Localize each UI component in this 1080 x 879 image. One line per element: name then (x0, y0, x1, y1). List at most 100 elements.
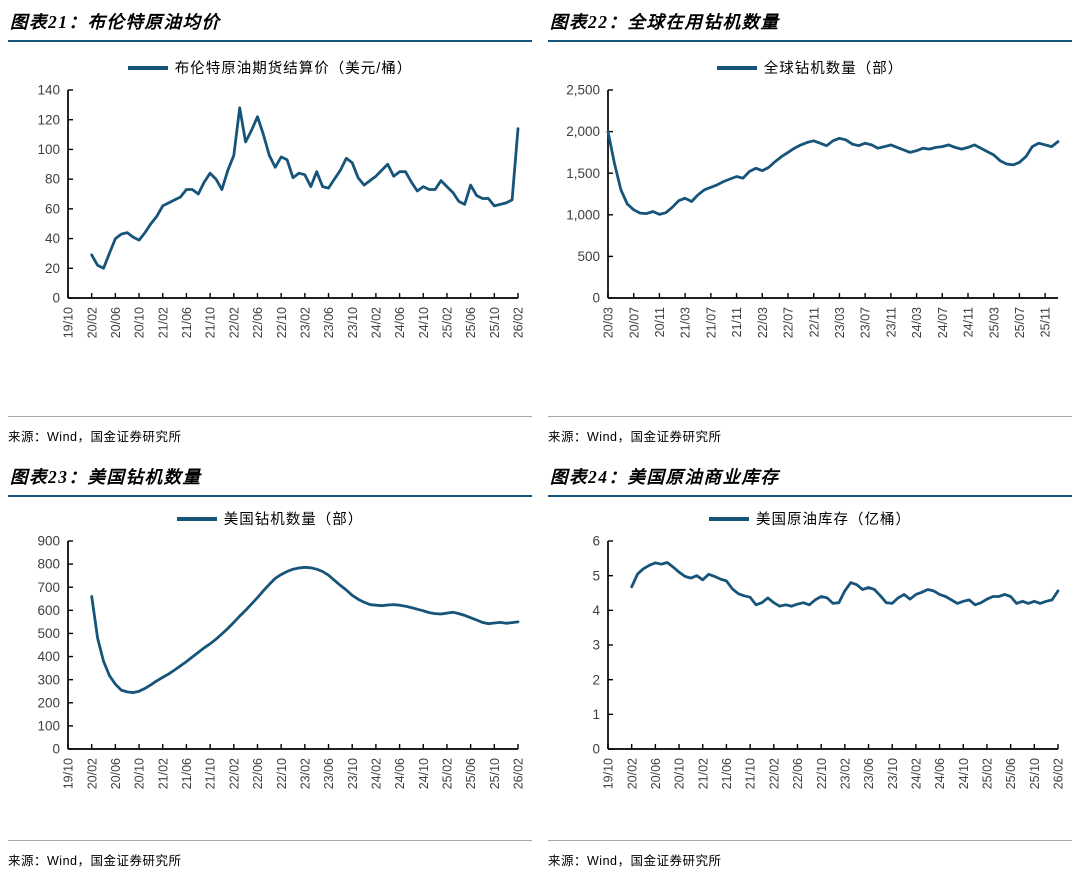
svg-text:60: 60 (45, 201, 60, 216)
svg-text:4: 4 (592, 603, 600, 618)
source-block: 来源：Wind，国金证券研究所 (548, 416, 1072, 455)
svg-text:22/07: 22/07 (782, 307, 796, 338)
svg-text:3: 3 (592, 638, 600, 653)
svg-text:24/10: 24/10 (957, 758, 971, 789)
svg-text:24/02: 24/02 (369, 758, 383, 789)
svg-text:20/07: 20/07 (627, 307, 641, 338)
svg-text:0: 0 (52, 742, 60, 757)
svg-text:26/02: 26/02 (1052, 758, 1066, 789)
svg-text:20: 20 (45, 261, 60, 276)
source-text: 来源：Wind，国金证券研究所 (548, 854, 722, 868)
svg-text:21/06: 21/06 (180, 307, 194, 338)
svg-text:25/02: 25/02 (981, 758, 995, 789)
svg-text:22/06: 22/06 (251, 758, 265, 789)
svg-text:1,500: 1,500 (566, 166, 600, 181)
chart-title: 图表23：美国钻机数量 (10, 467, 202, 487)
svg-text:20/06: 20/06 (109, 758, 123, 789)
svg-text:25/06: 25/06 (464, 307, 478, 338)
source-text: 来源：Wind，国金证券研究所 (548, 430, 722, 444)
svg-text:20/02: 20/02 (625, 758, 639, 789)
svg-text:21/10: 21/10 (744, 758, 758, 789)
chart-svg: 0 500 1,000 1,500 2,000 2,500 20/03 20/07 20/11 2… (566, 83, 1060, 338)
title-underline (548, 40, 1072, 42)
chart-title: 图表24：美国原油商业库存 (550, 467, 780, 487)
svg-text:21/02: 21/02 (156, 758, 170, 789)
svg-text:40: 40 (45, 231, 60, 246)
svg-text:22/02: 22/02 (767, 758, 781, 789)
svg-text:22/11: 22/11 (807, 307, 821, 337)
svg-text:24/03: 24/03 (910, 307, 924, 338)
svg-text:23/10: 23/10 (346, 758, 360, 789)
svg-text:1,000: 1,000 (566, 207, 600, 222)
source-divider (548, 840, 1072, 841)
source-divider (548, 416, 1072, 417)
svg-text:20/02: 20/02 (85, 758, 99, 789)
chart-svg: 0 20 40 60 80 100 120 140 19/10 20/02 20/06 20/10 21… (37, 83, 525, 339)
source-divider (8, 840, 532, 841)
title-underline (8, 40, 532, 42)
title-underline (548, 495, 1072, 497)
svg-text:24/06: 24/06 (393, 758, 407, 789)
source-divider (8, 416, 532, 417)
svg-text:25/07: 25/07 (1013, 307, 1027, 338)
svg-text:24/10: 24/10 (417, 758, 431, 789)
svg-text:24/11: 24/11 (962, 307, 976, 337)
svg-text:19/10: 19/10 (62, 758, 76, 789)
svg-text:20/10: 20/10 (133, 307, 147, 338)
legend: 美国原油库存（亿桶） (548, 508, 1072, 529)
svg-text:23/10: 23/10 (886, 758, 900, 789)
svg-text:23/10: 23/10 (346, 307, 360, 338)
svg-text:24/02: 24/02 (909, 758, 923, 789)
svg-text:21/11: 21/11 (730, 307, 744, 337)
svg-text:25/11: 25/11 (1039, 307, 1053, 337)
svg-text:23/02: 23/02 (298, 307, 312, 338)
title-underline (8, 495, 532, 497)
svg-text:500: 500 (37, 626, 60, 641)
source-block: 来源：Wind，国金证券研究所 (8, 840, 532, 879)
source-text: 来源：Wind，国金证券研究所 (8, 430, 182, 444)
legend-label: 布伦特原油期货结算价（美元/桶） (174, 61, 413, 77)
chart-panel-21: 图表21：布伦特原油均价 布伦特原油期货结算价（美元/桶） 0 20 40 60 80 1… (0, 0, 540, 455)
svg-text:25/02: 25/02 (441, 758, 455, 789)
legend-label: 美国钻机数量（部） (223, 512, 364, 528)
svg-text:700: 700 (37, 580, 60, 595)
svg-text:25/10: 25/10 (488, 758, 502, 789)
svg-text:300: 300 (37, 672, 60, 687)
svg-text:21/06: 21/06 (720, 758, 734, 789)
legend-line-swatch (176, 516, 217, 521)
chart-panel-24: 图表24：美国原油商业库存 美国原油库存（亿桶） 0 1 2 3 4 5 6 19/10 20/… (540, 455, 1080, 879)
svg-text:23/07: 23/07 (859, 307, 873, 338)
svg-text:21/07: 21/07 (704, 307, 718, 338)
svg-text:600: 600 (37, 603, 60, 618)
svg-text:22/06: 22/06 (791, 758, 805, 789)
svg-text:24/02: 24/02 (369, 307, 383, 338)
legend: 全球钻机数量（部） (548, 57, 1072, 78)
svg-text:22/10: 22/10 (275, 758, 289, 789)
svg-text:800: 800 (37, 557, 60, 572)
svg-text:24/07: 24/07 (936, 307, 950, 338)
svg-text:500: 500 (577, 249, 600, 264)
svg-text:21/06: 21/06 (180, 758, 194, 789)
chart-title: 图表22：全球在用钻机数量 (550, 12, 780, 32)
svg-text:20/10: 20/10 (133, 758, 147, 789)
svg-text:24/06: 24/06 (393, 307, 407, 338)
line-chart: 0 500 1,000 1,500 2,000 2,500 20/03 20/07 20/11 2… (552, 80, 1072, 379)
svg-text:25/06: 25/06 (464, 758, 478, 789)
svg-text:22/02: 22/02 (227, 307, 241, 338)
svg-text:22/10: 22/10 (815, 758, 829, 789)
svg-text:26/02: 26/02 (512, 758, 526, 789)
svg-text:25/06: 25/06 (1004, 758, 1018, 789)
source-block: 来源：Wind，国金证券研究所 (8, 416, 532, 455)
line-chart: 0 1 2 3 4 5 6 19/10 20/02 20/06 20/10 21/02 21/06 21/… (552, 531, 1072, 830)
legend: 美国钻机数量（部） (8, 508, 532, 529)
svg-text:20/06: 20/06 (109, 307, 123, 338)
svg-text:25/02: 25/02 (441, 307, 455, 338)
svg-text:21/10: 21/10 (204, 307, 218, 338)
svg-text:23/06: 23/06 (322, 758, 336, 789)
source-text: 来源：Wind，国金证券研究所 (8, 854, 182, 868)
svg-text:22/06: 22/06 (251, 307, 265, 338)
legend-line-swatch (709, 516, 749, 521)
svg-text:2: 2 (592, 672, 600, 687)
svg-text:25/10: 25/10 (488, 307, 502, 338)
